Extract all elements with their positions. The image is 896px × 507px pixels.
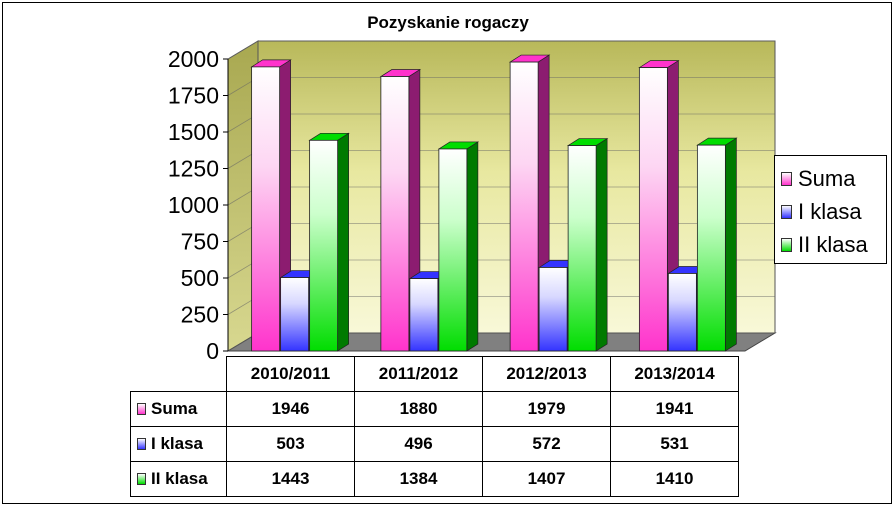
data-table: 2010/2011 2011/2012 2012/2013 2013/2014 Suma… [130, 356, 739, 497]
chart-title: Pozyskanie rogaczy [367, 13, 529, 32]
legend: Suma I klasa II klasa [774, 155, 887, 264]
bar [567, 145, 597, 352]
table-row: II klasa 1443 1384 1407 1410 [130, 461, 739, 497]
x-tick-label: 2013/2014 [610, 356, 739, 392]
bar [438, 148, 468, 352]
bar [409, 278, 439, 352]
table-cell: 1384 [354, 461, 483, 497]
table-cell: 496 [354, 426, 483, 462]
table-corner [130, 356, 227, 392]
bar-side [595, 137, 608, 352]
bar [538, 267, 568, 352]
table-cell: 1880 [354, 391, 483, 427]
table-cell: 503 [226, 426, 355, 462]
legend-swatch [781, 238, 792, 252]
table-series-label: I klasa [151, 434, 203, 453]
bar-side [466, 141, 479, 352]
y-tick-label: 250 [181, 302, 219, 328]
bar [309, 139, 339, 352]
legend-label: Suma [798, 166, 856, 191]
legend-label: I klasa [798, 199, 862, 224]
y-tick-label: 1250 [168, 156, 219, 182]
bar [251, 66, 281, 352]
y-tick-label: 1750 [168, 83, 219, 109]
y-tick-label: 500 [181, 265, 219, 291]
bar [509, 61, 539, 352]
legend-label: II klasa [798, 232, 868, 257]
bar [667, 273, 697, 352]
table-swatch [137, 403, 146, 415]
bar-side [725, 137, 737, 352]
table-cell: 1946 [226, 391, 355, 427]
table-cell: 1979 [482, 391, 611, 427]
legend-item: II klasa [781, 230, 868, 260]
x-tick-label: 2010/2011 [226, 356, 355, 392]
table-row: I klasa 503 496 572 531 [130, 426, 739, 462]
bar [638, 67, 668, 352]
y-tick-label: 750 [181, 229, 219, 255]
legend-swatch [781, 172, 792, 186]
table-cell: 1407 [482, 461, 611, 497]
table-series-label: II klasa [151, 469, 208, 488]
legend-item: Suma [781, 164, 855, 194]
y-tick-label: 1000 [168, 192, 219, 218]
table-cell: 1443 [226, 461, 355, 497]
bar [380, 76, 410, 352]
y-tick-label: 2000 [168, 46, 219, 72]
table-row-header: I klasa [130, 426, 227, 462]
table-cell: 531 [610, 426, 739, 462]
table-series-label: Suma [151, 399, 198, 418]
x-tick-label: 2012/2013 [482, 356, 611, 392]
bar-side [337, 132, 349, 352]
table-swatch [137, 473, 146, 485]
table-cell: 1410 [610, 461, 739, 497]
table-row-header: II klasa [130, 461, 227, 497]
y-tick-label: 1500 [168, 119, 219, 145]
table-row-header: Suma [130, 391, 227, 427]
gridline [227, 40, 775, 60]
x-tick-label: 2011/2012 [354, 356, 483, 392]
bar [696, 144, 726, 352]
table-row: Suma 1946 1880 1979 1941 [130, 391, 739, 427]
bar [280, 277, 310, 352]
table-swatch [137, 438, 146, 450]
legend-item: I klasa [781, 197, 862, 227]
table-cell: 572 [482, 426, 611, 462]
table-cell: 1941 [610, 391, 739, 427]
legend-swatch [781, 205, 792, 219]
